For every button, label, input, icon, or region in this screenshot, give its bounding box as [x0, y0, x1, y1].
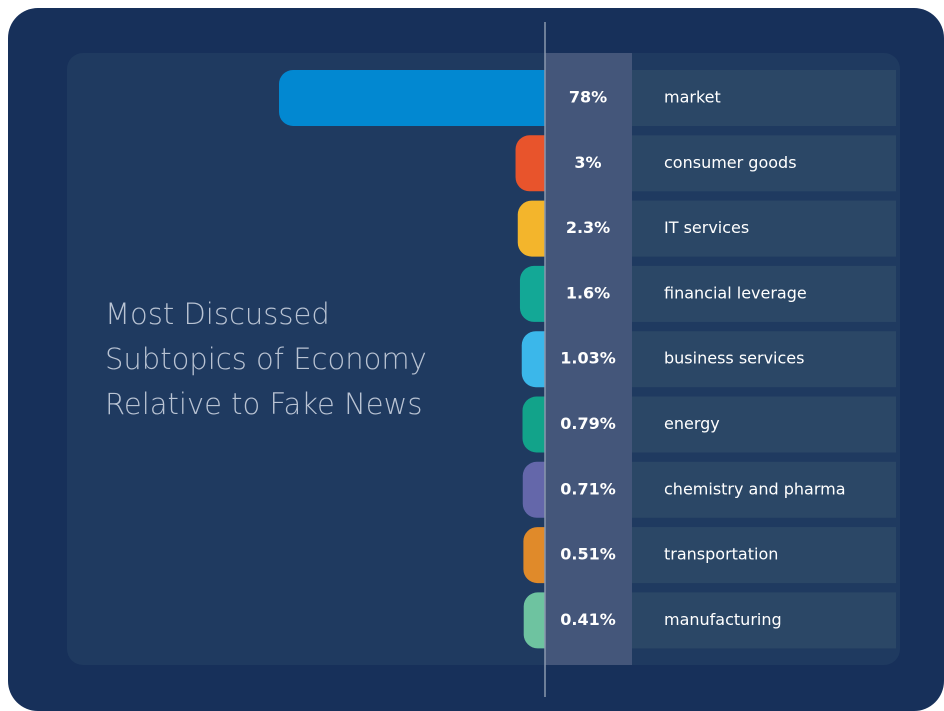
value-label: 3%	[574, 153, 601, 172]
label-box	[632, 592, 896, 649]
category-label: transportation	[664, 545, 778, 564]
category-label: consumer goods	[664, 153, 797, 172]
category-label: business services	[664, 349, 804, 368]
category-label: IT services	[664, 218, 749, 237]
label-box	[632, 331, 896, 388]
category-label: market	[664, 88, 721, 107]
label-box	[632, 135, 896, 192]
category-label: financial leverage	[664, 283, 807, 302]
category-label: chemistry and pharma	[664, 479, 846, 498]
value-label: 78%	[569, 88, 607, 107]
label-box	[632, 265, 896, 322]
value-column	[545, 53, 632, 665]
label-box	[632, 396, 896, 453]
value-label: 1.03%	[560, 349, 616, 368]
value-label: 2.3%	[566, 218, 610, 237]
value-label: 0.71%	[560, 479, 616, 498]
category-label: manufacturing	[664, 610, 782, 629]
chart-title: Most Discussed Subtopics of Economy Rela…	[105, 297, 427, 421]
label-box	[632, 70, 896, 126]
label-box	[632, 200, 896, 257]
value-label: 0.79%	[560, 414, 616, 433]
label-box	[632, 527, 896, 584]
value-label: 0.41%	[560, 610, 616, 629]
value-label: 0.51%	[560, 545, 616, 564]
bar	[279, 70, 565, 126]
value-label: 1.6%	[566, 283, 610, 302]
category-label: energy	[664, 414, 720, 433]
label-box	[632, 461, 896, 518]
